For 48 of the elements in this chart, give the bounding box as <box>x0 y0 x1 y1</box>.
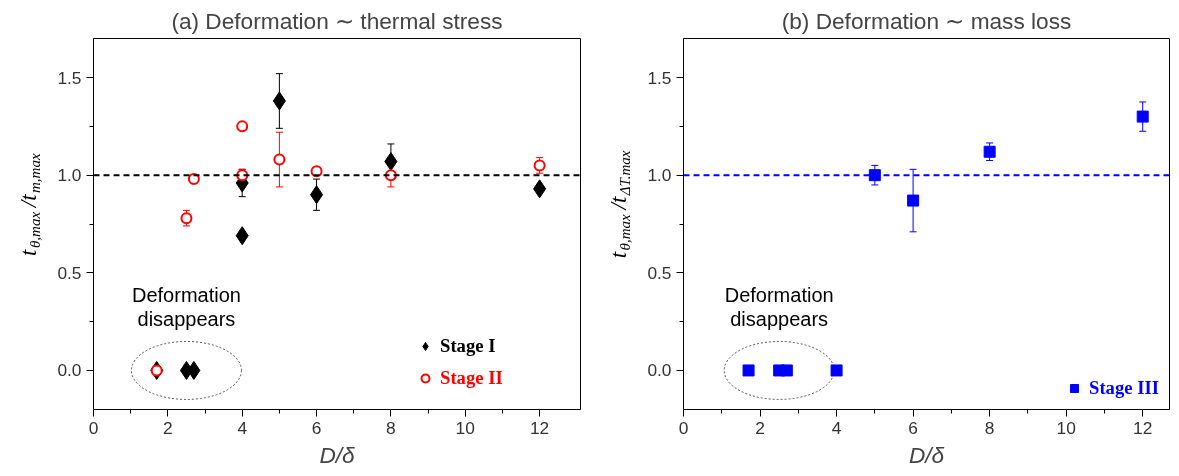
annotation: Deformation disappears <box>724 284 834 331</box>
point <box>868 169 881 182</box>
legend-label: Stage II <box>440 367 503 389</box>
point <box>983 145 996 158</box>
point <box>384 152 398 172</box>
y-tick-label: 1.5 <box>57 67 82 88</box>
point <box>272 91 286 111</box>
point <box>310 185 324 205</box>
chart-title: (b) Deformation ∼ mass loss <box>781 7 1072 34</box>
y-axis-title: tθ,max/tΔT.max <box>606 150 633 259</box>
point <box>742 364 755 377</box>
x-tick-label: 0 <box>678 417 689 438</box>
x-tick-label: 6 <box>908 417 918 438</box>
x-tick-label: 6 <box>311 417 322 438</box>
point <box>187 360 201 380</box>
y-tick-label: 0.0 <box>647 360 672 381</box>
x-axis-title: D/δ <box>319 441 356 468</box>
point <box>533 179 547 199</box>
point <box>273 153 286 166</box>
point <box>780 364 793 377</box>
point <box>830 364 843 377</box>
x-tick-label: 12 <box>529 417 550 438</box>
annotation: Deformation disappears <box>131 284 241 331</box>
point <box>236 120 249 133</box>
x-tick-label: 2 <box>163 417 173 438</box>
y-tick-label: 0.5 <box>647 262 672 283</box>
chart-title: (a) Deformation ∼ thermal stress <box>171 7 503 34</box>
x-tick-label: 0 <box>88 417 99 438</box>
y-tick-label: 0.5 <box>57 262 82 283</box>
legend-label: Stage I <box>440 335 496 357</box>
y-tick-label: 0.0 <box>57 360 82 381</box>
point <box>1136 110 1149 123</box>
y-axis-title: tθ,max/tm,max <box>16 153 43 256</box>
x-tick-label: 10 <box>1056 417 1076 438</box>
point <box>907 194 920 207</box>
x-tick-label: 4 <box>237 417 248 438</box>
legend-label: Stage III <box>1089 377 1159 399</box>
y-tick-label: 1.0 <box>57 165 82 186</box>
x-axis-title: D/δ <box>908 441 945 468</box>
x-tick-label: 8 <box>984 417 995 438</box>
x-tick-label: 8 <box>386 417 396 438</box>
x-tick-label: 12 <box>1133 417 1153 438</box>
x-tick-label: 4 <box>831 417 842 438</box>
y-tick-label: 1.0 <box>647 165 672 186</box>
y-tick-label: 1.5 <box>647 67 672 88</box>
point <box>235 226 249 246</box>
x-tick-label: 2 <box>755 417 765 438</box>
x-tick-label: 10 <box>455 417 475 438</box>
